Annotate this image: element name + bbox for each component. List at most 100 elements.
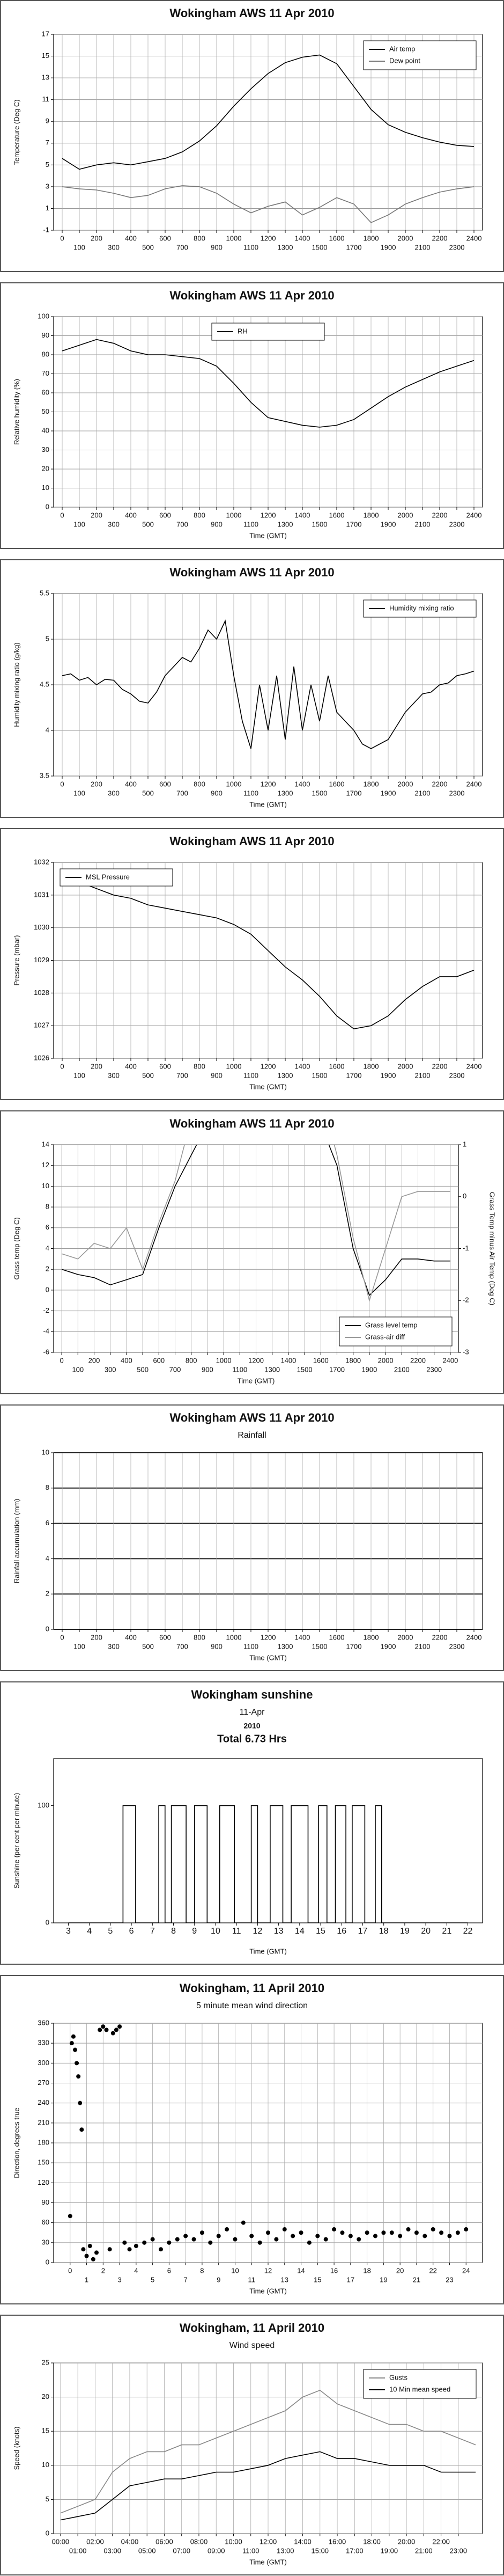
x-tick-label: 17	[358, 1927, 368, 1936]
y-axis-label: Pressure (mbar)	[12, 935, 20, 986]
data-line	[62, 339, 475, 428]
x-tick-label: 1000	[226, 234, 242, 242]
x-tick-label: 11	[248, 2275, 255, 2284]
x-axis-label: Time (GMT)	[249, 1947, 287, 1955]
data-point	[249, 2234, 254, 2238]
y-tick-label: 4	[46, 1244, 49, 1252]
x-tick-label: 1600	[329, 511, 345, 519]
x-tick-label: 2100	[394, 1365, 410, 1373]
data-point	[389, 2230, 394, 2235]
y-tick-label: 4.5	[40, 680, 49, 688]
y-tick-label: -4	[43, 1327, 49, 1335]
data-point	[71, 2034, 76, 2039]
x-tick-label: 600	[159, 780, 171, 788]
y-tick-label: 3.5	[40, 771, 49, 779]
x-tick-label: 20	[421, 1927, 431, 1936]
x-tick-label: 0	[60, 234, 64, 242]
y-tick-label: 100	[38, 1801, 49, 1809]
legend-box	[339, 1316, 453, 1346]
x-tick-label: 21:00	[415, 2546, 433, 2555]
plot-content	[60, 2389, 476, 2521]
x-tick-label: 2200	[432, 1062, 448, 1070]
y-tick-label: 1	[46, 204, 49, 212]
y-axis-label: Relative humidity (%)	[12, 379, 20, 445]
x-tick-label: 400	[125, 780, 137, 788]
x-tick-label: 14	[297, 2266, 305, 2274]
x-tick-label: 19	[380, 2275, 387, 2284]
x-tick-label: 7	[150, 1927, 155, 1936]
x-tick-label: 800	[194, 234, 205, 242]
x-tick-label: 1500	[312, 243, 328, 251]
x-tick-label: 2100	[415, 789, 431, 797]
x-tick-label: 16:00	[329, 2537, 346, 2545]
x-tick-label: 2100	[415, 520, 431, 528]
x-tick-label: 2	[101, 2266, 105, 2274]
x-tick-label: 8	[171, 1927, 176, 1936]
data-point	[69, 2041, 74, 2046]
x-tick-label: 200	[91, 234, 102, 242]
x-tick-label: 400	[125, 1633, 137, 1641]
x-tick-label: 1500	[312, 1071, 328, 1079]
x-tick-label: 1300	[278, 1071, 293, 1079]
data-point	[274, 2237, 279, 2242]
y-tick-label: 1030	[34, 923, 49, 931]
y-tick-label: 50	[42, 407, 49, 415]
y-tick-label: -2	[43, 1306, 49, 1314]
x-tick-label: 18:00	[363, 2537, 381, 2545]
x-tick-label: 500	[142, 1071, 154, 1079]
y-tick-label: 80	[42, 350, 49, 358]
data-point	[159, 2247, 163, 2252]
y-tick-label: 12	[42, 1161, 49, 1169]
x-tick-label: 1800	[364, 780, 379, 788]
x-tick-label: 2000	[398, 234, 413, 242]
y-tick-label: 7	[46, 138, 49, 147]
data-point	[398, 2234, 403, 2238]
x-tick-label: 300	[108, 520, 120, 528]
x-tick-label: 13	[274, 1927, 284, 1936]
y-tick-label: 60	[42, 388, 49, 396]
y-tick-label: 0	[46, 1285, 49, 1293]
x-tick-label: 2000	[398, 1633, 413, 1641]
x-tick-label: 2400	[442, 1356, 458, 1364]
x-tick-label: 1500	[312, 1642, 328, 1650]
x-tick-label: 12	[264, 2266, 272, 2274]
x-tick-label: 0	[60, 780, 64, 788]
x-tick-label: 200	[91, 1633, 102, 1641]
x-tick-label: 1200	[261, 1633, 276, 1641]
x-tick-label: 1700	[346, 1642, 362, 1650]
data-point	[357, 2237, 361, 2242]
x-tick-label: 2200	[410, 1356, 426, 1364]
data-point	[439, 2230, 444, 2235]
y-tick-label: 0	[46, 2258, 49, 2266]
x-tick-label: 2000	[398, 780, 413, 788]
data-point	[199, 2230, 204, 2235]
y-tick-label: 150	[38, 2158, 49, 2167]
data-point	[208, 2240, 213, 2245]
x-tick-label: 08:00	[190, 2537, 208, 2545]
x-tick-label: 1000	[216, 1356, 232, 1364]
y-tick-label: 90	[42, 2198, 49, 2206]
y-tick-label: 14	[42, 1140, 49, 1148]
data-line	[61, 1145, 450, 1297]
x-tick-label: 300	[108, 1071, 120, 1079]
x-tick-label: 21	[442, 1927, 451, 1936]
x-tick-label: 1400	[295, 780, 310, 788]
x-tick-label: 2400	[466, 511, 482, 519]
plot-content	[68, 2024, 469, 2262]
x-tick-label: 24	[462, 2266, 470, 2274]
y-tick-label: 1029	[34, 956, 49, 964]
y-tick-label: 5	[46, 2495, 49, 2503]
y-axis-label: Direction, degrees true	[12, 2107, 20, 2178]
x-tick-label: 16	[330, 2266, 338, 2274]
x-tick-label: 200	[91, 1062, 102, 1070]
x-axis-label: Time (GMT)	[238, 1377, 275, 1385]
y-tick-label: 1028	[34, 989, 49, 997]
x-tick-label: 500	[137, 1365, 149, 1373]
x-tick-label: 0	[60, 1633, 64, 1641]
x-tick-label: 400	[125, 234, 137, 242]
data-point	[266, 2230, 270, 2235]
plot-content	[62, 619, 475, 749]
x-tick-label: 700	[176, 789, 188, 797]
x-tick-label: 600	[159, 1062, 171, 1070]
x-tick-label: 1300	[278, 243, 293, 251]
